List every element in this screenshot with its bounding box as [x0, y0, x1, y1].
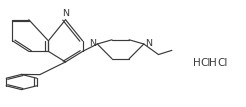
Text: Cl: Cl — [201, 58, 211, 68]
Text: H: H — [209, 58, 217, 68]
Text: N: N — [89, 39, 96, 48]
Text: Cl: Cl — [217, 58, 228, 68]
Text: N: N — [62, 9, 69, 18]
Text: N: N — [145, 39, 152, 48]
Text: H: H — [193, 58, 200, 68]
